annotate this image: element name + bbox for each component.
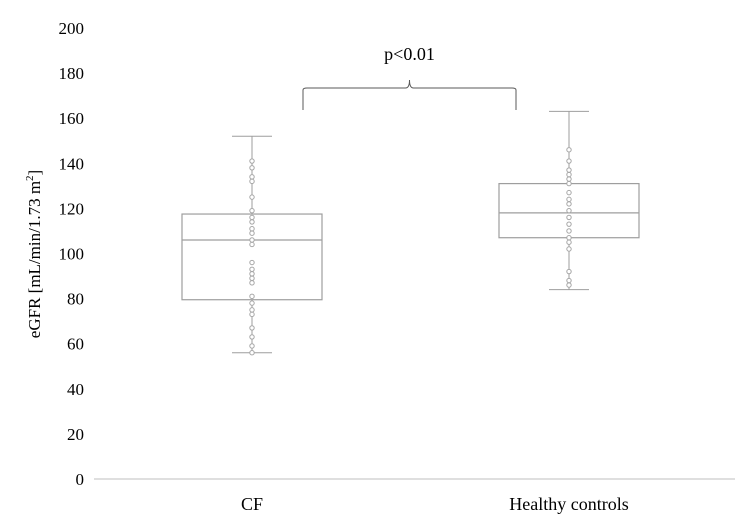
data-point — [566, 282, 572, 288]
y-tick-label: 80 — [67, 290, 84, 309]
data-point — [249, 280, 255, 286]
data-point — [249, 325, 255, 331]
box-group — [181, 135, 323, 356]
data-point — [249, 293, 255, 300]
data-point — [566, 201, 572, 207]
iqr-box — [181, 213, 323, 301]
data-point — [249, 219, 255, 225]
data-point — [249, 266, 255, 272]
data-point — [249, 165, 255, 171]
y-tick-label: 200 — [59, 19, 85, 38]
data-point — [566, 176, 572, 182]
data-point — [249, 214, 255, 221]
data-point — [249, 300, 255, 306]
data-point — [566, 214, 572, 221]
data-point — [566, 207, 572, 214]
data-point — [566, 171, 572, 178]
data-point — [249, 275, 255, 282]
bracket-path — [302, 79, 517, 110]
data-point — [249, 271, 255, 277]
data-point — [249, 237, 255, 243]
data-point — [566, 268, 572, 275]
data-point — [249, 334, 255, 340]
data-point — [249, 230, 255, 236]
y-tick-label: 100 — [59, 245, 85, 264]
data-point — [566, 167, 572, 173]
box-group — [498, 110, 640, 291]
data-point — [566, 158, 572, 164]
data-point — [566, 147, 572, 153]
data-point — [566, 228, 572, 234]
significance-bracket: p<0.01 — [302, 44, 517, 110]
y-axis-title: eGFR [mL/min/1.73 m2] — [24, 170, 44, 338]
y-tick-label: 60 — [67, 335, 84, 354]
data-point — [566, 221, 572, 227]
y-tick-label: 180 — [59, 64, 85, 83]
y-tick-label: 20 — [67, 425, 84, 444]
data-point — [566, 246, 572, 252]
data-point — [249, 158, 255, 164]
data-point — [249, 241, 255, 248]
data-point — [566, 180, 572, 187]
y-tick-label: 120 — [59, 199, 85, 218]
x-axis: CF Healthy controls — [94, 478, 735, 514]
p-value-label: p<0.01 — [384, 44, 435, 64]
y-tick-label: 160 — [59, 109, 85, 128]
data-point — [249, 194, 255, 200]
data-point — [249, 178, 255, 185]
x-category-label: CF — [241, 494, 263, 514]
boxes — [181, 110, 640, 356]
data-point — [566, 277, 572, 284]
data-point — [249, 174, 255, 180]
y-axis-title-end: ] — [25, 170, 44, 176]
y-axis-title-sup: 2 — [24, 175, 36, 181]
data-point — [249, 259, 255, 266]
data-point — [566, 196, 572, 203]
data-point — [566, 239, 572, 245]
data-point — [249, 307, 255, 313]
y-tick-label: 0 — [76, 470, 85, 489]
y-axis-ticks: 0 20 40 60 80 100 120 140 160 180 200 — [59, 19, 85, 489]
data-point — [566, 235, 572, 241]
y-axis-title-main: eGFR [mL/min/1.73 m — [25, 181, 44, 338]
data-point — [249, 311, 255, 318]
y-tick-label: 140 — [59, 154, 85, 173]
data-point — [249, 350, 255, 356]
data-point — [566, 189, 572, 196]
y-tick-label: 40 — [67, 380, 84, 399]
data-point — [249, 225, 255, 232]
data-point — [249, 343, 255, 349]
svg-text:eGFR [mL/min/1.73 m2]: eGFR [mL/min/1.73 m2] — [24, 170, 44, 338]
x-category-label: Healthy controls — [509, 494, 628, 514]
data-point — [249, 207, 255, 214]
